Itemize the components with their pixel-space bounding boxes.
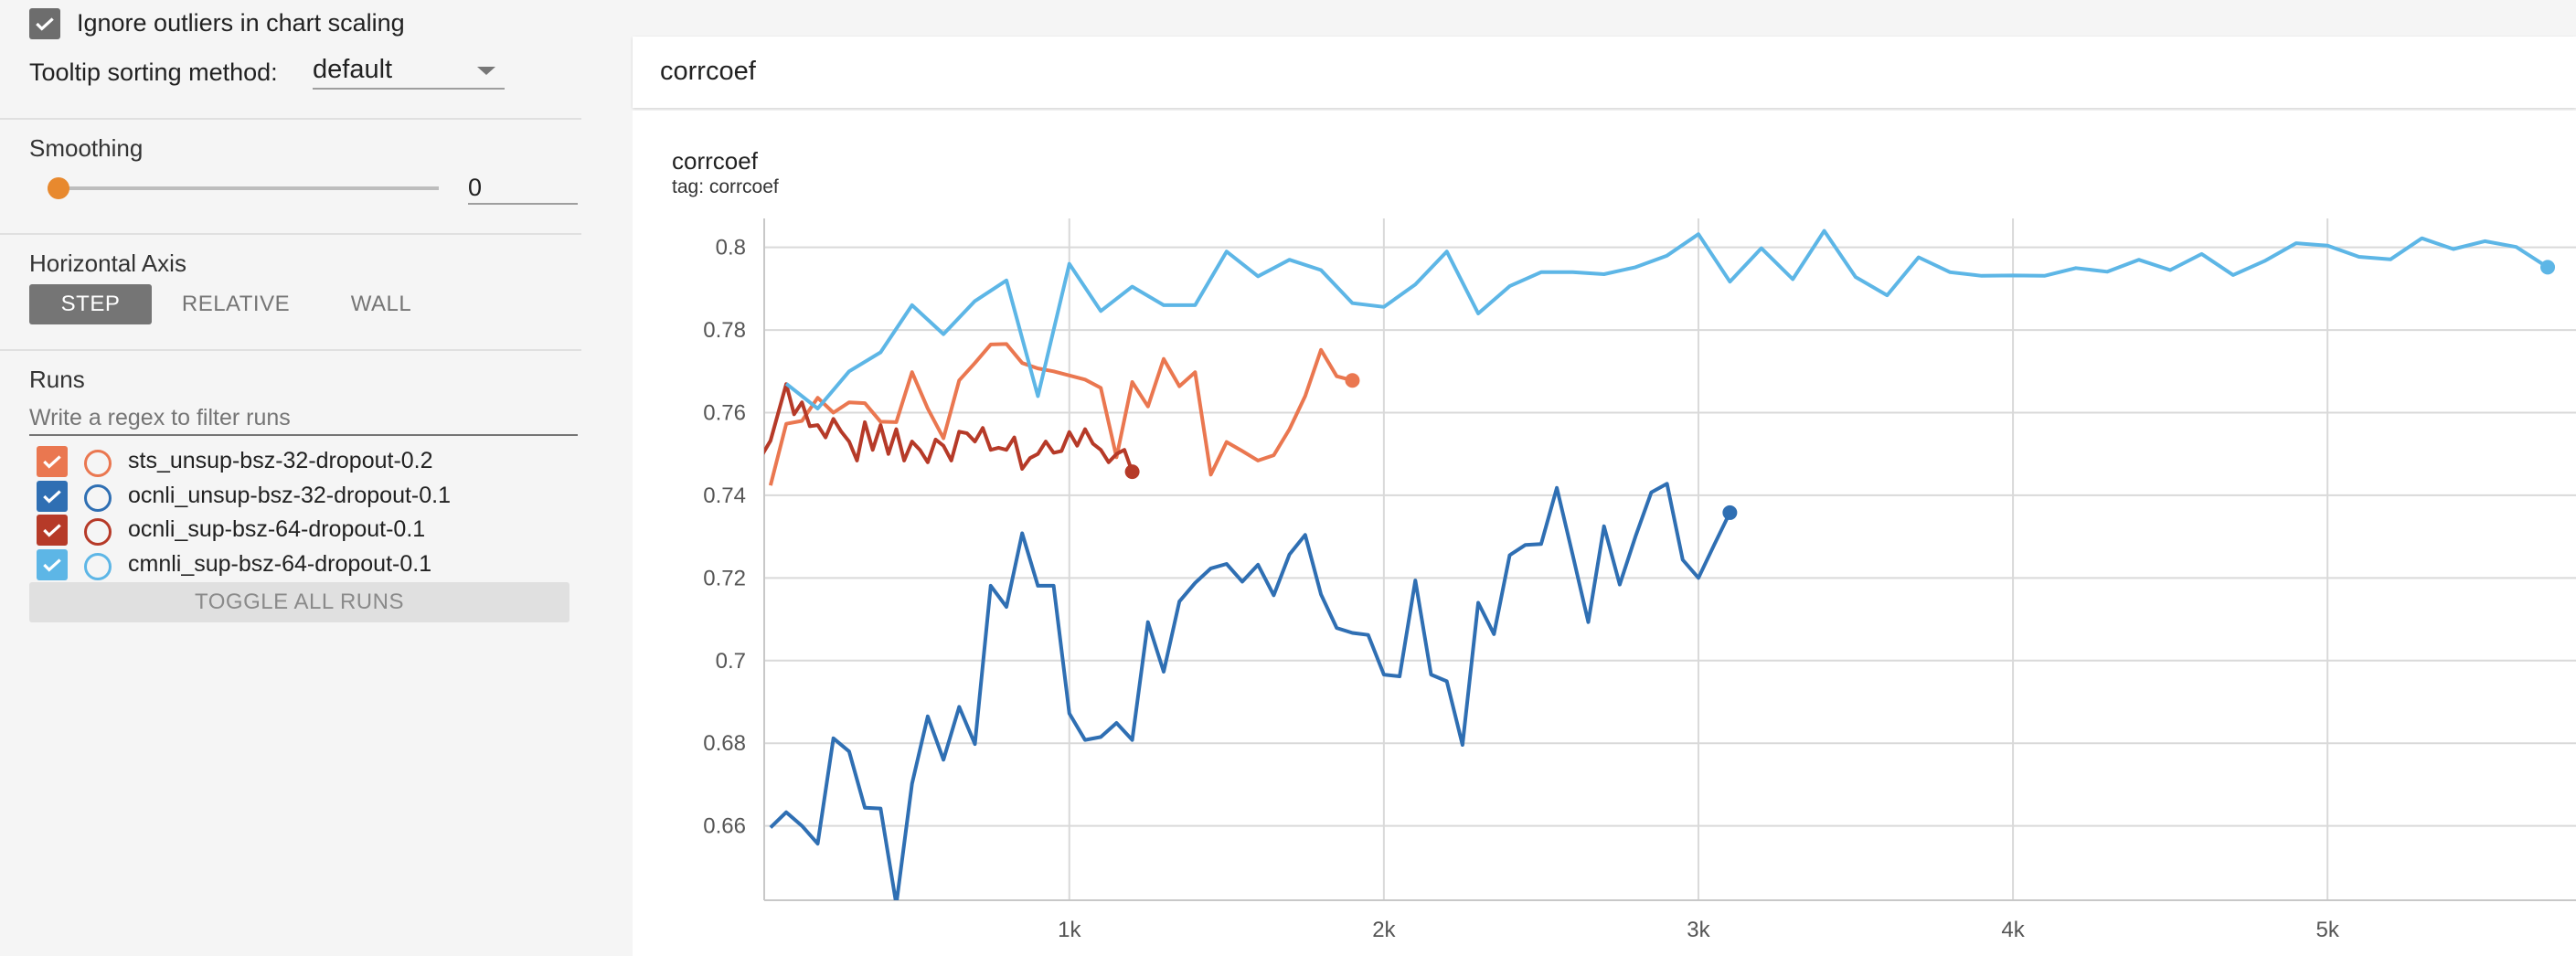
- x-tick-label: 1k: [1058, 918, 1081, 942]
- check-icon: [43, 524, 61, 537]
- run-item[interactable]: ocnli_sup-bsz-64-dropout-0.1: [37, 515, 585, 547]
- y-tick-label: 0.72: [703, 566, 746, 590]
- run-color-radio[interactable]: [84, 450, 112, 477]
- group-title: corrcoef: [660, 57, 756, 86]
- sidebar: Ignore outliers in chart scaling Tooltip…: [0, 0, 622, 956]
- smoothing-value: 0: [468, 174, 483, 201]
- divider: [0, 349, 581, 351]
- filter-underline: [29, 434, 578, 436]
- axis-step-button[interactable]: STEP: [29, 284, 152, 324]
- horizontal-axis-title: Horizontal Axis: [29, 250, 186, 277]
- run-color-radio[interactable]: [84, 518, 112, 546]
- divider: [0, 118, 581, 120]
- toggle-all-runs-button[interactable]: TOGGLE ALL RUNS: [29, 582, 569, 622]
- run-name: sts_unsup-bsz-32-dropout-0.2: [128, 448, 433, 473]
- x-tick-label: 3k: [1687, 918, 1710, 942]
- y-tick-label: 0.78: [703, 318, 746, 343]
- series-end-marker[interactable]: [1345, 373, 1360, 388]
- axis-relative-button[interactable]: RELATIVE: [181, 292, 291, 316]
- series-end-marker[interactable]: [1124, 464, 1140, 480]
- series-line[interactable]: [768, 342, 1354, 486]
- run-item[interactable]: ocnli_unsup-bsz-32-dropout-0.1: [37, 481, 585, 514]
- series-line[interactable]: [762, 382, 1134, 473]
- run-checkbox[interactable]: [37, 446, 68, 477]
- run-checkbox[interactable]: [37, 549, 68, 580]
- run-item[interactable]: sts_unsup-bsz-32-dropout-0.2: [37, 446, 585, 479]
- select-underline: [313, 88, 505, 90]
- smoothing-slider[interactable]: [48, 177, 439, 199]
- run-filter-input[interactable]: [29, 402, 578, 433]
- y-tick-label: 0.8: [716, 236, 746, 260]
- check-icon: [43, 490, 61, 504]
- series-end-marker[interactable]: [1722, 505, 1738, 520]
- smoothing-input[interactable]: 0: [468, 174, 578, 205]
- run-color-radio[interactable]: [84, 484, 112, 512]
- y-tick-label: 0.66: [703, 814, 746, 839]
- y-tick-label: 0.74: [703, 483, 746, 508]
- axis-wall-button[interactable]: WALL: [350, 292, 412, 316]
- y-tick-label: 0.76: [703, 400, 746, 425]
- run-checkbox[interactable]: [37, 515, 68, 546]
- check-icon: [43, 558, 61, 572]
- tooltip-sorting-value: default: [313, 55, 393, 84]
- y-tick-label: 0.68: [703, 731, 746, 756]
- run-name: cmnli_sup-bsz-64-dropout-0.1: [128, 551, 432, 577]
- chevron-down-icon: [477, 67, 495, 75]
- chart-tag: tag: corrcoef: [672, 176, 779, 197]
- group-header[interactable]: corrcoef: [633, 37, 2576, 108]
- tooltip-sorting-label: Tooltip sorting method:: [29, 58, 278, 86]
- run-checkbox[interactable]: [37, 481, 68, 512]
- run-color-radio[interactable]: [84, 553, 112, 580]
- run-name: ocnli_unsup-bsz-32-dropout-0.1: [128, 483, 451, 508]
- x-tick-label: 4k: [2001, 918, 2025, 942]
- runs-title: Runs: [29, 366, 85, 393]
- divider: [0, 233, 581, 235]
- check-icon: [36, 17, 54, 31]
- check-icon: [43, 455, 61, 469]
- slider-thumb[interactable]: [48, 177, 69, 199]
- run-item[interactable]: cmnli_sup-bsz-64-dropout-0.1: [37, 549, 585, 582]
- smoothing-title: Smoothing: [29, 134, 144, 162]
- x-tick-label: 2k: [1372, 918, 1396, 942]
- input-underline: [468, 203, 578, 205]
- chart-title: corrcoef: [672, 147, 758, 175]
- run-name: ocnli_sup-bsz-64-dropout-0.1: [128, 516, 426, 542]
- series-line[interactable]: [769, 482, 1732, 904]
- x-tick-label: 5k: [2315, 918, 2339, 942]
- ignore-outliers-label: Ignore outliers in chart scaling: [77, 9, 405, 37]
- series-end-marker[interactable]: [2540, 260, 2556, 275]
- series-line[interactable]: [784, 228, 2549, 410]
- y-tick-label: 0.7: [716, 649, 746, 674]
- ignore-outliers-checkbox[interactable]: [29, 8, 60, 39]
- tooltip-sorting-select[interactable]: default: [313, 51, 505, 90]
